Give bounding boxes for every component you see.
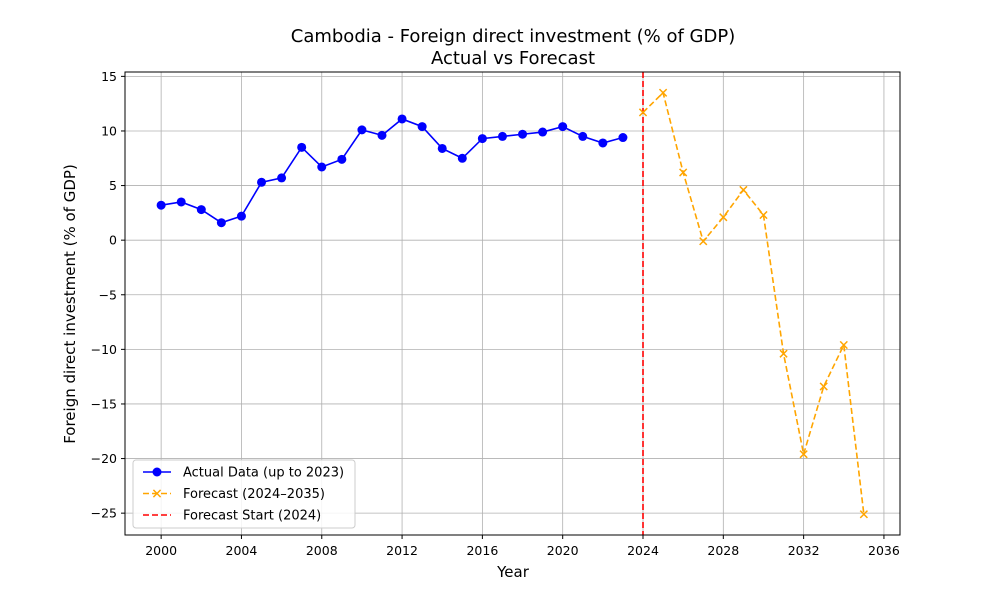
- actual-data-point: [578, 131, 588, 141]
- x-tick-label: 2000: [145, 543, 177, 558]
- y-tick-label: 10: [101, 123, 117, 138]
- forecast-marker-stroke: [679, 168, 688, 177]
- forecast-data-point: [739, 185, 748, 195]
- actual-data-point: [377, 130, 387, 140]
- legend-swatch-marker: [152, 489, 162, 498]
- actual-data-point: [317, 162, 327, 172]
- forecast-data-point: [638, 108, 648, 117]
- y-axis-label: Foreign direct investment (% of GDP): [61, 164, 79, 444]
- y-tick-label: −10: [91, 342, 117, 357]
- actual-data-point: [397, 114, 407, 124]
- forecast-marker-stroke: [719, 213, 728, 222]
- x-axis-label: Year: [496, 563, 530, 581]
- actual-data-point: [598, 138, 608, 148]
- y-tick-label: −25: [91, 506, 117, 521]
- actual-data-point: [176, 197, 186, 207]
- x-tick-label: 2036: [868, 543, 900, 558]
- actual-data-point: [457, 153, 467, 163]
- x-tick-label: 2020: [547, 543, 579, 558]
- actual-data-point: [216, 218, 226, 228]
- legend: Actual Data (up to 2023) Forecast (2024–2…: [132, 459, 356, 529]
- actual-data-point: [497, 131, 507, 141]
- actual-data-point: [518, 129, 528, 139]
- chart-title: Cambodia - Foreign direct investment (% …: [291, 26, 735, 47]
- forecast-data-point: [819, 382, 828, 391]
- forecast-data-point: [719, 213, 728, 222]
- x-tick-label: 2012: [386, 543, 418, 558]
- x-tick-label: 2028: [707, 543, 739, 558]
- forecast-data-point: [759, 210, 768, 220]
- y-tick-label: −5: [99, 287, 117, 302]
- chart-subtitle: Actual vs Forecast: [431, 48, 595, 69]
- x-tick-label: 2016: [466, 543, 498, 558]
- actual-data-point: [337, 154, 347, 164]
- y-tick-label: 15: [101, 69, 117, 84]
- forecast-marker-stroke: [638, 108, 648, 117]
- forecast-marker-stroke: [859, 510, 868, 519]
- forecast-data-point: [839, 340, 848, 350]
- forecast-data-point: [799, 450, 808, 459]
- actual-data-point: [257, 177, 267, 187]
- forecast-data-point: [699, 237, 708, 246]
- forecast-data-point: [859, 510, 868, 519]
- forecast-marker-stroke: [658, 88, 668, 97]
- actual-data-point: [558, 122, 568, 132]
- forecast-data-point: [658, 88, 668, 97]
- forecast-marker-stroke: [739, 185, 748, 195]
- plot-area: [156, 72, 868, 535]
- x-tick-label: 2032: [788, 543, 820, 558]
- forecast-marker-stroke: [839, 340, 848, 350]
- legend-entry-label: Forecast (2024–2035): [183, 487, 325, 502]
- forecast-marker-stroke: [799, 450, 808, 459]
- actual-data-point: [236, 211, 246, 221]
- actual-data-point: [357, 125, 367, 135]
- actual-data-point: [297, 142, 307, 152]
- x-tick-label: 2008: [306, 543, 338, 558]
- actual-data-point: [618, 133, 628, 143]
- x-tick-label: 2024: [627, 543, 659, 558]
- forecast-marker-stroke: [759, 210, 768, 220]
- legend-swatch-marker: [152, 467, 162, 477]
- actual-data-point: [196, 205, 206, 215]
- forecast-data-point: [679, 168, 688, 177]
- forecast-marker-stroke: [699, 237, 708, 246]
- y-tick-label: −15: [91, 396, 117, 411]
- actual-data-point: [156, 200, 166, 210]
- legend-box: [132, 459, 356, 529]
- actual-data-point: [417, 122, 427, 132]
- y-tick-label: 0: [109, 233, 117, 248]
- axes-ticks: 2000 2004 2008 2012 2016 2020 2024 2028 2032 2036…: [91, 69, 900, 558]
- y-tick-label: 5: [109, 178, 117, 193]
- actual-data-point: [538, 127, 548, 137]
- actual-data-point: [277, 173, 287, 183]
- plot-frame: [124, 71, 901, 536]
- actual-data-point: [437, 143, 447, 153]
- forecast-data-point: [779, 349, 788, 358]
- actual-data-point: [477, 134, 487, 144]
- legend-entry-label: Forecast Start (2024): [183, 509, 321, 524]
- series-line-1: [642, 91, 865, 515]
- forecast-marker-stroke: [819, 382, 828, 391]
- y-tick-label: −20: [91, 451, 117, 466]
- forecast-marker-stroke: [779, 349, 788, 358]
- series-line-0: [161, 118, 624, 224]
- legend-entry-label: Actual Data (up to 2023): [183, 466, 344, 481]
- x-tick-label: 2004: [226, 543, 258, 558]
